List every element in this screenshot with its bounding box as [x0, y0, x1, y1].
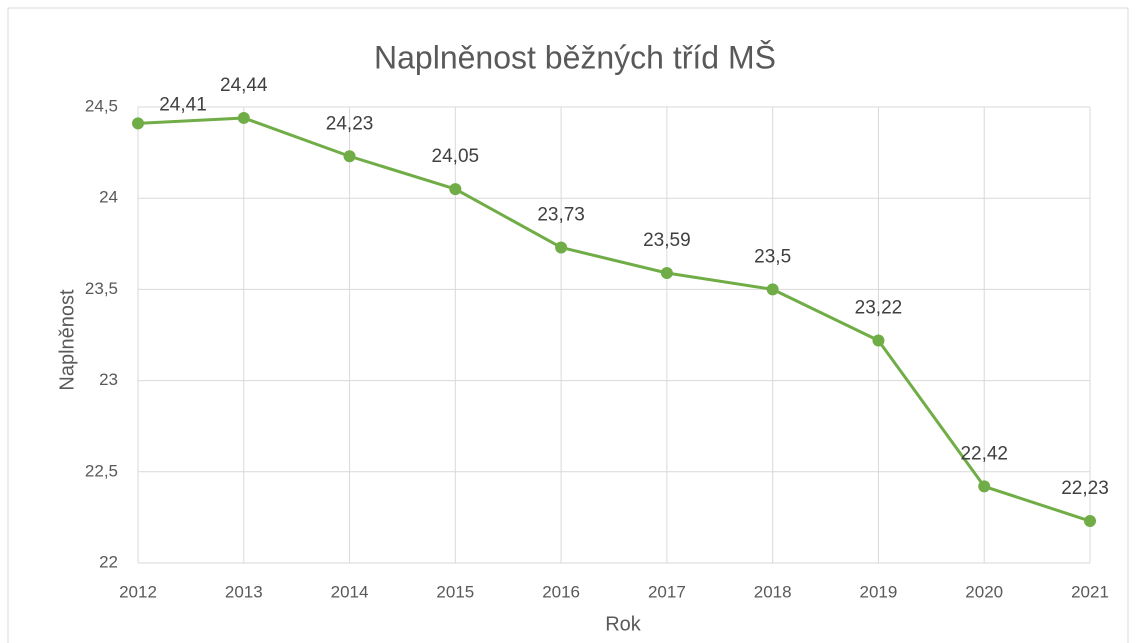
data-point	[237, 111, 250, 124]
data-label: 23,73	[537, 204, 585, 225]
x-tick-label: 2018	[754, 582, 792, 601]
chart-title: Naplněnost běžných tříd MŠ	[374, 39, 776, 75]
x-tick-label: 2015	[436, 582, 474, 601]
data-label: 23,59	[643, 230, 691, 251]
x-tick-label: 2012	[119, 582, 157, 601]
data-point	[343, 150, 356, 163]
y-tick-label: 23	[99, 370, 118, 389]
data-label: 24,41	[159, 94, 207, 115]
data-point	[872, 334, 885, 347]
data-point	[1084, 515, 1096, 528]
x-tick-label: 2019	[860, 582, 898, 601]
x-tick-label: 2016	[542, 582, 580, 601]
data-line	[137, 116, 1091, 523]
y-axis-label: Naplněnost	[56, 289, 78, 391]
data-point	[978, 480, 991, 493]
x-tick-label: 2021	[1071, 582, 1109, 601]
x-tick-label: 2014	[331, 582, 369, 601]
data-point	[660, 266, 673, 279]
data-label: 23,5	[754, 246, 791, 267]
data-point	[555, 241, 568, 254]
data-label: 24,44	[220, 75, 268, 96]
data-point	[132, 117, 144, 130]
y-tick-label: 22	[99, 552, 118, 571]
data-label: 24,23	[326, 113, 374, 134]
x-tick-label: 2017	[648, 582, 686, 601]
x-tick-label: 2020	[965, 582, 1003, 601]
y-tick-label: 24,5	[85, 96, 118, 115]
data-point	[449, 183, 462, 196]
x-axis-label: Rok	[605, 613, 642, 635]
data-label: 22,23	[1061, 478, 1109, 499]
y-tick-label: 24	[99, 188, 118, 207]
data-label: 23,22	[855, 297, 903, 318]
x-tick-label: 2013	[225, 582, 263, 601]
y-tick-label: 22,5	[85, 461, 118, 480]
y-tick-label: 23,5	[85, 279, 118, 298]
data-label: 22,42	[960, 443, 1008, 464]
data-label: 24,05	[432, 146, 480, 167]
data-point	[766, 283, 779, 296]
chart-frame	[7, 7, 1129, 643]
